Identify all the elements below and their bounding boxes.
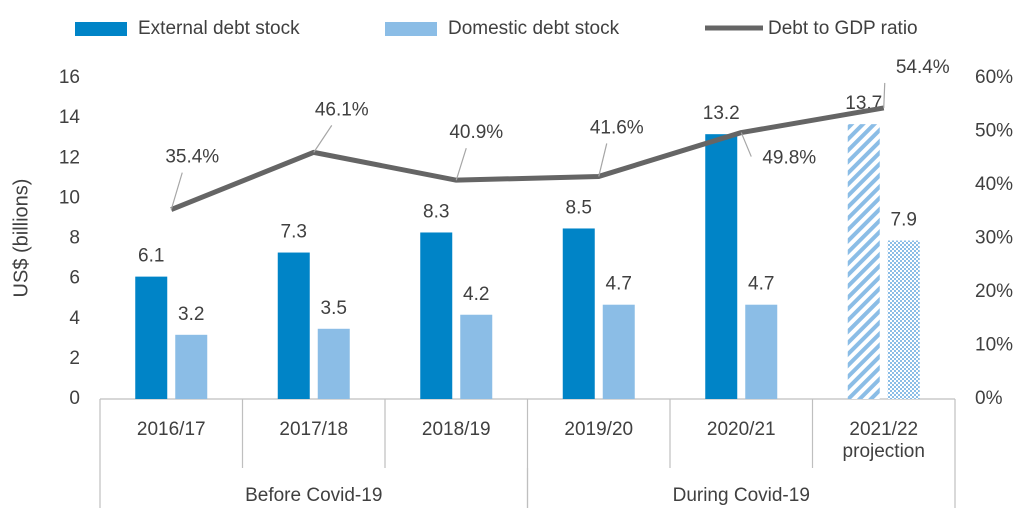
- bar: [602, 304, 635, 399]
- y2-tick-label: 20%: [975, 281, 1013, 302]
- bar: [460, 314, 493, 399]
- bar: [277, 252, 310, 399]
- y-tick-label: 2: [69, 348, 80, 369]
- bar-value-label: 4.2: [463, 284, 489, 305]
- y-tick-label: 10: [59, 187, 80, 208]
- y-tick-label: 16: [59, 67, 80, 88]
- y2-tick-label: 50%: [975, 121, 1013, 142]
- y2-tick-label: 30%: [975, 228, 1013, 249]
- leader-line: [170, 172, 183, 210]
- leader-line: [313, 125, 333, 153]
- bar: [135, 276, 168, 399]
- line-value-label: 54.4%: [896, 57, 950, 78]
- y-axis-title: US$ (billions): [10, 179, 32, 298]
- bar-value-label: 8.5: [566, 197, 592, 218]
- x-tick-label: 2019/20: [564, 419, 633, 440]
- line-value-label: 35.4%: [165, 147, 219, 168]
- group-label: Before Covid-19: [245, 485, 382, 506]
- y-tick-label: 12: [59, 147, 80, 168]
- bar: [887, 240, 920, 399]
- y2-tick-label: 40%: [975, 174, 1013, 195]
- leader-line: [740, 132, 752, 157]
- bar-value-label: 4.7: [748, 274, 774, 295]
- y-tick-label: 14: [59, 107, 81, 128]
- bar: [317, 328, 350, 399]
- legend-swatch: [75, 22, 127, 36]
- x-tick-label: 2021/22 projection: [843, 419, 925, 462]
- x-tick-label: 2020/21: [707, 419, 776, 440]
- x-tick-label: 2018/19: [422, 419, 491, 440]
- line-value-label: 41.6%: [590, 117, 644, 138]
- bar: [175, 334, 208, 399]
- leader-line: [883, 82, 886, 108]
- bar-value-label: 8.3: [423, 201, 449, 222]
- bar: [420, 232, 453, 399]
- bar-value-label: 3.5: [321, 298, 347, 319]
- bar-value-label: 7.3: [281, 222, 307, 243]
- bar-value-label: 6.1: [138, 246, 164, 267]
- legend-swatch: [385, 22, 437, 36]
- y-tick-label: 6: [69, 268, 80, 289]
- y-tick-label: 0: [69, 388, 80, 409]
- legend-label: Domestic debt stock: [448, 18, 620, 39]
- y2-tick-label: 60%: [975, 67, 1013, 88]
- bar: [847, 124, 880, 400]
- x-tick-label: 2017/18: [279, 419, 348, 440]
- group-label: During Covid-19: [673, 485, 810, 506]
- bar-value-label: 7.9: [891, 210, 917, 231]
- line-value-label: 40.9%: [449, 122, 503, 143]
- leader-line: [455, 148, 467, 181]
- line-value-label: 49.8%: [762, 148, 816, 169]
- leader-line: [598, 143, 608, 177]
- bar-value-label: 3.2: [178, 304, 204, 325]
- bar: [745, 304, 778, 399]
- x-tick-label: 2016/17: [137, 419, 206, 440]
- y2-tick-label: 10%: [975, 335, 1013, 356]
- bar: [705, 134, 738, 400]
- line: [170, 105, 885, 212]
- bar-value-label: 13.2: [703, 103, 740, 124]
- line-value-label: 46.1%: [315, 99, 369, 120]
- legend-label: Debt to GDP ratio: [768, 18, 918, 39]
- bar-value-label: 4.7: [606, 274, 632, 295]
- bar: [562, 228, 595, 399]
- y-tick-label: 4: [69, 308, 80, 329]
- y2-tick-label: 0%: [975, 388, 1003, 409]
- y-tick-label: 8: [69, 228, 80, 249]
- legend-label: External debt stock: [138, 18, 300, 39]
